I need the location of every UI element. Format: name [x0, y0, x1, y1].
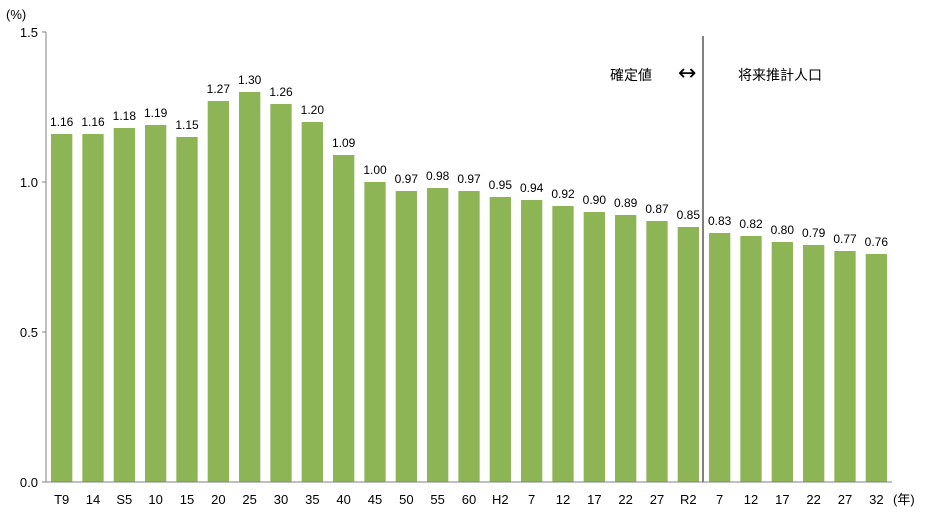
bar — [82, 134, 104, 482]
bar — [51, 134, 73, 482]
x-tick-label: 14 — [86, 492, 100, 507]
bar — [270, 104, 292, 482]
x-tick-label: H2 — [492, 492, 509, 507]
x-tick-label: 35 — [305, 492, 319, 507]
x-tick-label: 10 — [148, 492, 162, 507]
bar — [333, 155, 355, 482]
bar-value-label: 0.98 — [426, 169, 450, 183]
bar-value-label: 0.90 — [583, 193, 607, 207]
bar-value-label: 0.77 — [833, 232, 857, 246]
x-tick-label: 27 — [838, 492, 852, 507]
bar — [615, 215, 637, 482]
bar — [301, 122, 323, 482]
bar — [364, 182, 386, 482]
bar-value-label: 0.97 — [395, 172, 419, 186]
bar-value-label: 0.95 — [489, 178, 513, 192]
bar — [709, 233, 731, 482]
bar — [677, 227, 699, 482]
bar — [113, 128, 135, 482]
x-tick-label: 55 — [430, 492, 444, 507]
bar-value-label: 1.09 — [332, 136, 356, 150]
bar — [207, 101, 229, 482]
bar-value-label: 0.94 — [520, 181, 544, 195]
x-tick-label: 45 — [368, 492, 382, 507]
bar — [583, 212, 605, 482]
bar-value-label: 1.30 — [238, 73, 262, 87]
x-tick-label: 12 — [744, 492, 758, 507]
bar — [771, 242, 793, 482]
bar-value-label: 0.89 — [614, 196, 638, 210]
x-tick-label: 17 — [775, 492, 789, 507]
y-tick-label: 1.5 — [20, 25, 38, 40]
x-tick-label: 60 — [462, 492, 476, 507]
x-tick-label: T9 — [54, 492, 69, 507]
bar — [489, 197, 511, 482]
bar-value-label: 1.26 — [269, 85, 293, 99]
x-unit-label: (年) — [893, 492, 915, 507]
y-tick-label: 0.0 — [20, 475, 38, 490]
bar — [176, 137, 198, 482]
bar — [865, 254, 887, 482]
bar-value-label: 0.83 — [708, 214, 732, 228]
x-tick-label: 40 — [336, 492, 350, 507]
bar — [395, 191, 417, 482]
bar — [427, 188, 449, 482]
bar-value-label: 0.76 — [865, 235, 889, 249]
bars — [51, 92, 887, 482]
x-tick-label: 25 — [242, 492, 256, 507]
y-tick-label: 0.5 — [20, 325, 38, 340]
x-tick-label: R2 — [680, 492, 697, 507]
x-tick-label: 15 — [180, 492, 194, 507]
y-unit-label: (%) — [6, 7, 26, 22]
bar — [834, 251, 856, 482]
bar-value-label: 0.80 — [771, 223, 795, 237]
x-tick-label: 50 — [399, 492, 413, 507]
bar-value-label: 1.19 — [144, 106, 168, 120]
bar — [552, 206, 574, 482]
y-axis: 0.0 0.5 1.0 1.5 — [20, 25, 46, 490]
bar — [239, 92, 261, 482]
y-tick-label: 1.0 — [20, 175, 38, 190]
x-tick-label: S5 — [116, 492, 132, 507]
bar-value-label: 0.79 — [802, 226, 826, 240]
bar-value-label: 1.16 — [50, 115, 74, 129]
value-labels: 1.16 1.16 1.18 1.19 1.15 1.27 1.30 1.26 1.20 1.09… — [50, 73, 888, 249]
x-tick-label: 7 — [716, 492, 723, 507]
bar — [803, 245, 825, 482]
bar-value-label: 0.97 — [457, 172, 481, 186]
x-tick-label: 20 — [211, 492, 225, 507]
bar-value-label: 1.27 — [207, 82, 231, 96]
bar-value-label: 1.16 — [81, 115, 105, 129]
x-tick-label: 17 — [587, 492, 601, 507]
bar-value-label: 0.87 — [645, 202, 669, 216]
bar — [740, 236, 762, 482]
x-tick-label: 27 — [650, 492, 664, 507]
bar-value-label: 1.18 — [113, 109, 137, 123]
double-arrow-icon: ↔ — [678, 61, 696, 86]
x-tick-label: 30 — [274, 492, 288, 507]
bar-value-label: 1.20 — [301, 103, 325, 117]
x-tick-labels: T9 14 S5 10 15 20 25 30 35 40 45 50 55 60 H2 7 12 17 22 27 R… — [54, 492, 883, 507]
x-tick-label: 12 — [556, 492, 570, 507]
projected-population-label: 将来推計人口 — [738, 68, 822, 84]
bar-value-label: 0.92 — [551, 187, 575, 201]
bar-value-label: 1.00 — [363, 163, 387, 177]
bar — [646, 221, 668, 482]
bar-value-label: 0.82 — [739, 217, 763, 231]
bar-value-label: 0.85 — [677, 208, 701, 222]
x-tick-label: 22 — [806, 492, 820, 507]
bar — [145, 125, 167, 482]
x-tick-label: 7 — [528, 492, 535, 507]
bar — [521, 200, 543, 482]
bar-value-label: 1.15 — [175, 118, 199, 132]
bar — [458, 191, 480, 482]
x-tick-label: 22 — [618, 492, 632, 507]
confirmed-values-label: 確定値 — [610, 68, 652, 84]
x-tick-label: 32 — [869, 492, 883, 507]
